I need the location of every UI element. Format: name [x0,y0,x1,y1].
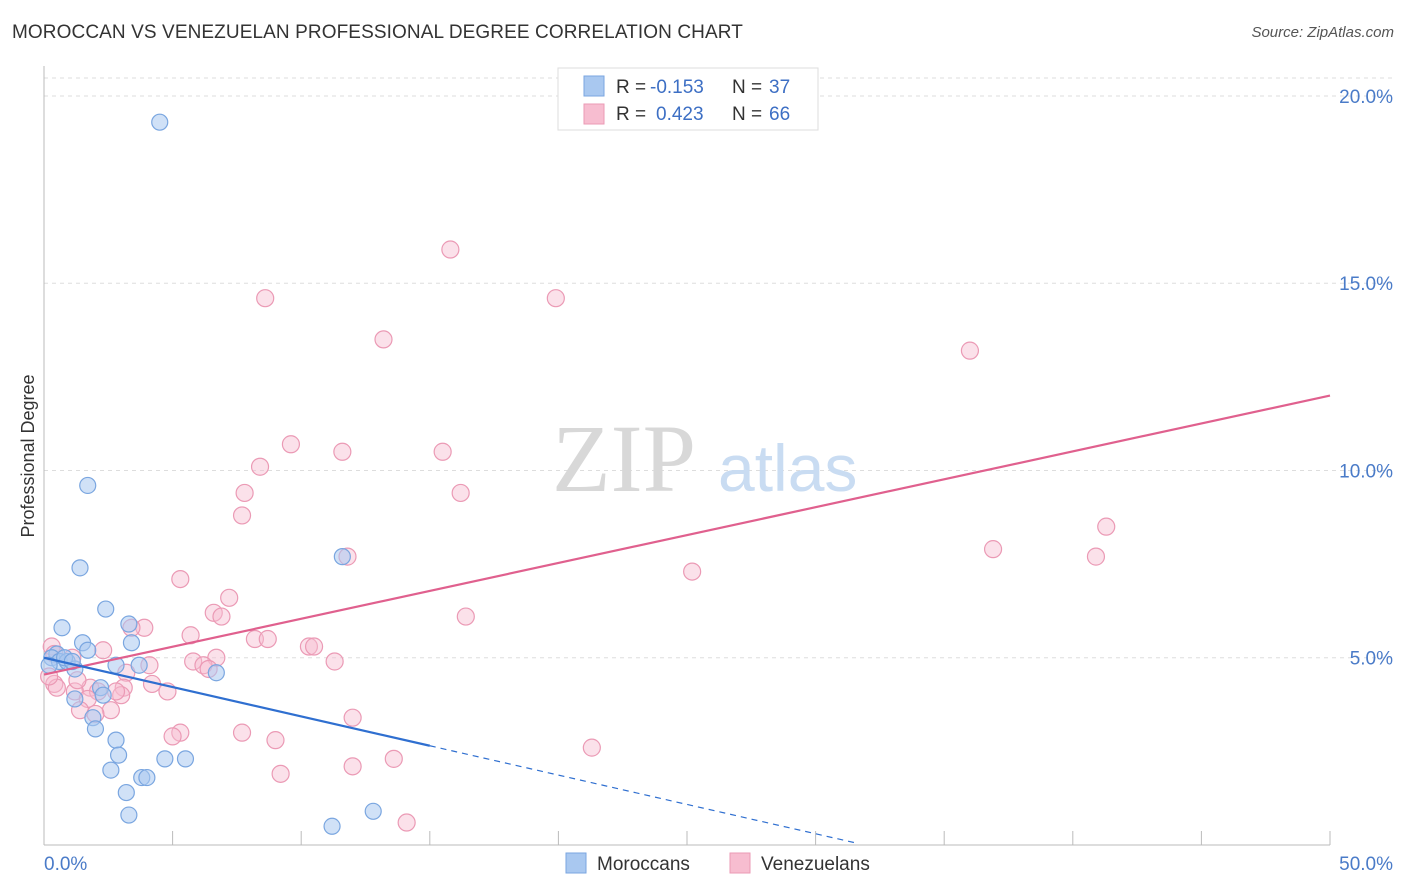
legend-swatch-moroccan [583,75,605,97]
y-tick-label-1: 10.0% [1339,461,1393,482]
legend-n-value-1: 66 [769,104,790,125]
moroccan-point-24 [107,731,125,749]
venezuelan-point-5 [281,435,301,454]
venezuelan-point-2 [546,289,565,308]
moroccan-point-10 [79,641,97,659]
venezuelan-point-0 [441,240,460,259]
moroccan-point-27 [176,750,195,768]
correlation-legend: R = -0.153 N = 37 R = 0.423 N = 66 [557,67,819,131]
moroccan-point-2 [71,559,89,577]
moroccan-point-26 [156,750,174,768]
venezuelan-point-18 [220,588,239,607]
venezuelan-point-62 [271,764,290,783]
venezuelan-point-9 [451,483,470,503]
moroccan-point-25 [109,746,128,764]
venezuelan-point-21 [456,607,475,626]
moroccan-point-6 [120,615,138,633]
legend-swatch-venezuelan [583,103,605,125]
venezuelan-point-57 [163,727,182,746]
legend-r-value-0: -0.153 [650,77,704,98]
venezuelan-point-52 [101,701,120,720]
venezuelan-point-58 [266,731,285,750]
legend-n-label-0: N = [732,77,762,98]
venezuelan-point-6 [333,442,352,461]
moroccan-point-32 [364,802,382,820]
venezuelan-point-20 [212,607,231,626]
chart-title: MOROCCAN VS VENEZUELAN PROFESSIONAL DEGR… [12,22,743,43]
venezuelan-point-35 [325,652,344,671]
legend-r-label-0: R = [616,77,646,98]
venezuelan-point-28 [304,637,324,656]
venezuelan-point-61 [343,757,362,776]
legend-n-value-0: 37 [769,77,790,98]
moroccan-point-5 [97,600,115,618]
venezuelan-point-7 [433,442,452,461]
venezuelan-point-8 [250,457,270,476]
venezuelan-point-26 [258,629,277,649]
y-axis-title: Professional Degree [18,374,38,537]
watermark-atlas: atlas [718,431,857,505]
x-tick-label-0: 0.0% [44,854,87,875]
x-axis-ticks [172,831,1331,845]
moroccan-point-34 [323,817,341,835]
moroccan-point-4 [53,619,71,637]
moroccan-point-7 [122,634,141,652]
moroccan-trend-line [43,656,431,747]
venezuelan-points [40,240,1116,832]
moroccan-point-21 [94,686,112,704]
horizontal-gridlines [44,77,1393,659]
venezuelan-point-33 [184,652,203,671]
moroccan-point-20 [66,690,84,708]
bottom-legend-swatch-moroccans [565,852,587,874]
bottom-legend-label-venezuelans: Venezuelans [761,854,870,875]
source-label: Source: ZipAtlas.com [1251,24,1394,41]
bottom-legend-swatch-venezuelans [729,852,751,874]
moroccan-point-1 [79,476,97,495]
moroccan-point-3 [333,548,351,566]
venezuelan-point-17 [171,569,190,589]
venezuelan-point-63 [397,813,416,832]
y-tick-label-3: 20.0% [1339,87,1393,108]
y-tick-label-0: 5.0% [1350,649,1393,670]
venezuelan-point-16 [683,562,702,581]
venezuelan-point-14 [1086,547,1106,566]
venezuelan-point-54 [343,708,362,727]
venezuelan-point-3 [374,330,393,349]
y-tick-label-2: 15.0% [1339,274,1393,295]
venezuelan-point-59 [582,738,601,757]
trend-lines [43,394,1331,844]
moroccan-point-18 [207,664,225,682]
moroccan-point-30 [138,768,156,787]
moroccan-points [40,113,382,835]
venezuelan-point-27 [299,637,319,656]
x-tick-label-1: 50.0% [1339,854,1393,875]
moroccan-point-0 [151,113,169,131]
venezuelan-point-60 [384,749,403,768]
legend-r-value-1: 0.423 [656,104,704,125]
venezuelan-point-4 [960,341,980,360]
y-tick-labels: 5.0% 10.0% 15.0% 20.0% [1339,87,1393,670]
moroccan-point-28 [102,761,120,779]
venezuelan-point-10 [235,483,254,503]
venezuelan-trend-line [43,394,1331,676]
moroccan-point-17 [130,656,148,674]
moroccan-point-33 [120,806,138,824]
venezuelan-point-29 [94,641,113,660]
bottom-legend-label-moroccans: Moroccans [597,854,690,875]
venezuelan-point-56 [232,723,252,742]
watermark-zip: ZIP [552,405,696,512]
series-legend: Moroccans Venezuelans [565,852,870,875]
venezuelan-point-11 [232,506,252,525]
venezuelan-point-25 [245,629,265,649]
moroccan-point-31 [117,783,135,802]
legend-r-label-1: R = [616,104,646,125]
moroccan-trend-line-extension [429,745,855,844]
venezuelan-point-12 [1097,517,1116,536]
venezuelan-point-1 [256,289,275,308]
venezuelan-point-13 [983,540,1003,559]
moroccan-point-23 [86,720,105,738]
legend-n-label-1: N = [732,104,762,125]
